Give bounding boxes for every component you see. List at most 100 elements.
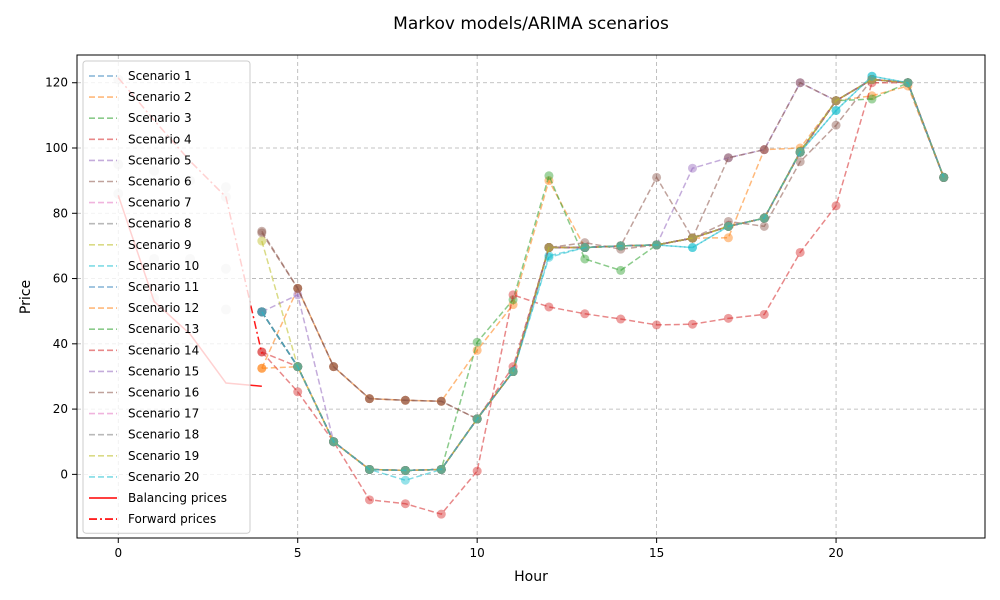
- scenario-point: [364, 464, 374, 474]
- scenario-point: [436, 509, 446, 519]
- y-tick-label: 100: [45, 141, 68, 155]
- scenario-point: [293, 283, 303, 293]
- scenario-point: [257, 236, 267, 246]
- scenario-point: [723, 153, 733, 163]
- y-axis-label: Price: [18, 280, 34, 314]
- legend-label: Scenario 19: [128, 449, 199, 463]
- legend-label: Scenario 2: [128, 90, 192, 104]
- y-tick-label: 40: [53, 337, 68, 351]
- scenario-point: [759, 145, 769, 155]
- scenario-point: [544, 302, 554, 312]
- scenario-series: [257, 78, 949, 475]
- scenario-point: [544, 252, 554, 262]
- scenario-line: [261, 78, 945, 420]
- scenario-series: [257, 74, 949, 475]
- scenario-point: [831, 105, 841, 115]
- scenario-point: [364, 495, 374, 505]
- scenario-point: [616, 265, 626, 275]
- scenario-point: [867, 71, 877, 81]
- scenario-point: [723, 233, 733, 243]
- scenario-point: [580, 243, 590, 253]
- scenario-point: [616, 244, 626, 254]
- scenario-point: [544, 176, 554, 186]
- scenario-point: [329, 362, 339, 372]
- scenario-line: [261, 81, 945, 516]
- scenario-point: [688, 319, 698, 329]
- scenario-point: [903, 78, 913, 88]
- scenario-point: [867, 91, 877, 101]
- legend-label: Scenario 20: [128, 470, 199, 484]
- scenario-point: [436, 464, 446, 474]
- scenario-series: [257, 74, 949, 475]
- scenario-line: [261, 81, 945, 472]
- scenario-point: [759, 213, 769, 223]
- scenario-point: [508, 367, 518, 377]
- legend-label: Scenario 11: [128, 280, 199, 294]
- scenario-series: [257, 74, 949, 475]
- scenario-series: [257, 81, 949, 406]
- scenario-series: [257, 74, 949, 475]
- scenario-point: [939, 172, 949, 182]
- scenario-series: [257, 74, 949, 475]
- scenario-point: [795, 157, 805, 167]
- scenario-point: [508, 290, 518, 300]
- scenario-point: [257, 226, 267, 236]
- x-tick-label: 15: [649, 546, 664, 560]
- scenario-point: [759, 145, 769, 155]
- scenario-series: [257, 71, 949, 475]
- scenario-point: [580, 309, 590, 319]
- scenario-point: [795, 78, 805, 88]
- scenario-point: [364, 394, 374, 404]
- scenario-point: [688, 163, 698, 173]
- scenario-point: [795, 247, 805, 257]
- scenario-line: [261, 78, 945, 472]
- scenario-point: [400, 465, 410, 475]
- scenario-line: [261, 78, 945, 472]
- scenario-point: [544, 243, 554, 253]
- scenario-point: [867, 94, 877, 104]
- scenario-line: [261, 78, 945, 472]
- plot-frame: [76, 54, 986, 539]
- scenario-point: [472, 466, 482, 476]
- scenario-line: [261, 78, 945, 420]
- scenario-series: [257, 74, 949, 475]
- scenario-line: [261, 78, 945, 472]
- legend-label: Scenario 16: [128, 386, 199, 400]
- legend-label: Scenario 7: [128, 196, 192, 210]
- scenario-series: [257, 74, 949, 475]
- scenario-point: [652, 320, 662, 330]
- axis-ticks: 0 5 10 15 20 0 20 40 60 80 100 120: [45, 76, 844, 560]
- scenario-point: [544, 171, 554, 181]
- scenario-point: [831, 120, 841, 130]
- scenario-point: [831, 96, 841, 106]
- x-tick-label: 0: [114, 546, 122, 560]
- scenario-series: [257, 74, 949, 475]
- x-tick-label: 20: [828, 546, 843, 560]
- scenario-point: [257, 363, 267, 373]
- legend-label: Scenario 3: [128, 111, 192, 125]
- scenario-point: [723, 153, 733, 163]
- legend-label: Scenario 5: [128, 153, 192, 167]
- scenario-point: [688, 233, 698, 243]
- legend-label: Scenario 4: [128, 132, 192, 146]
- series-layer: [113, 71, 949, 519]
- scenario-point: [400, 475, 410, 485]
- legend-box: [82, 60, 251, 534]
- legend-label: Scenario 15: [128, 364, 199, 378]
- scenario-line: [261, 78, 945, 472]
- scenario-line: [261, 78, 945, 472]
- scenario-point: [831, 201, 841, 211]
- legend-label: Scenario 13: [128, 322, 199, 336]
- scenario-point: [580, 238, 590, 248]
- scenario-series: [257, 74, 949, 475]
- legend-label: Scenario 8: [128, 217, 192, 231]
- scenario-series: [257, 74, 949, 475]
- scenario-point: [257, 347, 267, 357]
- scenario-point: [257, 307, 267, 317]
- scenario-series: [257, 74, 949, 475]
- scenario-series: [257, 74, 949, 475]
- legend-label: Scenario 17: [128, 407, 199, 421]
- scenario-point: [616, 314, 626, 324]
- scenario-point: [400, 499, 410, 509]
